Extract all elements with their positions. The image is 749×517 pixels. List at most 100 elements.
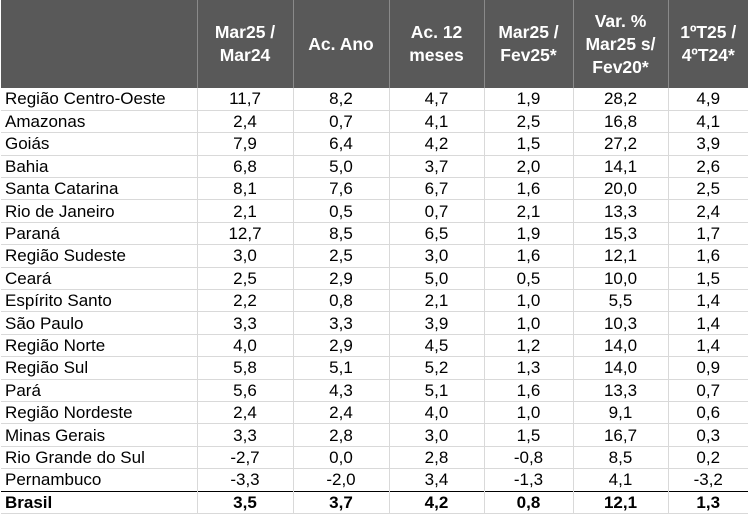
region-name-cell: Brasil [1,490,197,514]
value-cell: 2,5 [292,244,389,268]
table-row: Pernambuco -3,3 -2,0 3,4 -1,3 4,1 -3,2 [1,468,748,492]
table-row: São Paulo 3,3 3,3 3,9 1,0 10,3 1,4 [1,311,748,335]
value-cell: 0,8 [483,490,573,514]
value-cell: 16,8 [572,109,668,133]
value-cell: 6,7 [388,177,484,200]
value-cell: 4,7 [388,88,484,111]
value-cell: 8,5 [572,445,668,469]
region-name-cell: Amazonas [1,109,197,133]
value-cell: 2,1 [388,289,484,312]
table-row: Região Sudeste 3,0 2,5 3,0 1,6 12,1 1,6 [1,244,748,268]
value-cell: 1,3 [667,490,748,514]
value-cell: 5,5 [572,289,668,312]
header-region [1,0,197,88]
header-mar25-fev25: Mar25 / Fev25* [483,0,573,88]
value-cell: 1,4 [667,289,748,312]
region-name-cell: Ceará [1,266,197,290]
value-cell: 4,0 [388,400,484,424]
header-ac-ano: Ac. Ano [292,0,389,88]
table-row: Região Nordeste 2,4 2,4 4,0 1,0 9,1 0,6 [1,400,748,424]
value-cell: 28,2 [572,88,668,111]
table-row: Goiás 7,9 6,4 4,2 1,5 27,2 3,9 [1,132,748,156]
table-row: Região Sul 5,8 5,1 5,2 1,3 14,0 0,9 [1,356,748,380]
value-cell: 1,0 [483,311,573,335]
value-cell: 1,6 [483,378,573,402]
value-cell: 2,1 [483,199,573,223]
value-cell: 6,4 [292,132,389,156]
value-cell: 4,2 [388,132,484,156]
value-cell: 6,8 [196,154,293,178]
region-name-cell: Pará [1,378,197,402]
value-cell: 2,4 [667,199,748,223]
value-cell: 4,5 [388,333,484,357]
value-cell: 5,8 [196,356,293,380]
value-cell: 2,6 [667,154,748,178]
value-cell: 3,0 [388,244,484,268]
value-cell: -2,0 [292,468,389,492]
region-name-cell: Região Sul [1,356,197,380]
value-cell: 2,4 [196,400,293,424]
value-cell: 1,9 [483,88,573,111]
value-cell: 2,8 [292,423,389,447]
value-cell: 0,7 [388,199,484,223]
value-cell: 12,7 [196,221,293,245]
value-cell: -0,8 [483,445,573,469]
total-row: Brasil 3,5 3,7 4,2 0,8 12,1 1,3 [1,490,748,514]
value-cell: 1,6 [667,244,748,268]
region-name-cell: Região Nordeste [1,400,197,424]
region-name-cell: Goiás [1,132,197,156]
value-cell: 0,2 [667,445,748,469]
header-row: Mar25 / Mar24 Ac. Ano Ac. 12 meses Mar25… [1,0,748,88]
value-cell: 1,7 [667,221,748,245]
region-name-cell: Paraná [1,221,197,245]
value-cell: 3,3 [292,311,389,335]
value-cell: 20,0 [572,177,668,200]
table-header: Mar25 / Mar24 Ac. Ano Ac. 12 meses Mar25… [1,0,748,88]
value-cell: 12,1 [572,490,668,514]
value-cell: 0,6 [667,400,748,424]
value-cell: 2,4 [196,109,293,133]
table-row: Espírito Santo 2,2 0,8 2,1 1,0 5,5 1,4 [1,289,748,312]
value-cell: 4,1 [667,109,748,133]
region-name-cell: Rio de Janeiro [1,199,197,223]
value-cell: 4,3 [292,378,389,402]
header-var-mar25-fev20: Var. % Mar25 s/ Fev20* [572,0,668,88]
value-cell: 27,2 [572,132,668,156]
value-cell: 3,3 [196,311,293,335]
value-cell: 1,6 [483,244,573,268]
value-cell: 5,2 [388,356,484,380]
value-cell: 0,3 [667,423,748,447]
table-row: Rio de Janeiro 2,1 0,5 0,7 2,1 13,3 2,4 [1,199,748,223]
value-cell: -3,3 [196,468,293,492]
value-cell: 3,4 [388,468,484,492]
value-cell: 8,5 [292,221,389,245]
value-cell: 1,3 [483,356,573,380]
value-cell: 0,8 [292,289,389,312]
value-cell: 7,9 [196,132,293,156]
value-cell: 3,9 [667,132,748,156]
value-cell: 0,5 [483,266,573,290]
value-cell: 10,0 [572,266,668,290]
value-cell: 2,0 [483,154,573,178]
table-row: Bahia 6,8 5,0 3,7 2,0 14,1 2,6 [1,154,748,178]
value-cell: 10,3 [572,311,668,335]
table-row: Ceará 2,5 2,9 5,0 0,5 10,0 1,5 [1,266,748,290]
value-cell: -2,7 [196,445,293,469]
region-name-cell: Pernambuco [1,468,197,492]
value-cell: -3,2 [667,468,748,492]
value-cell: 4,1 [572,468,668,492]
value-cell: 1,5 [483,423,573,447]
value-cell: 13,3 [572,199,668,223]
value-cell: 14,0 [572,356,668,380]
value-cell: 0,0 [292,445,389,469]
value-cell: 2,1 [196,199,293,223]
value-cell: 1,9 [483,221,573,245]
table-row: Amazonas 2,4 0,7 4,1 2,5 16,8 4,1 [1,109,748,133]
value-cell: 8,1 [196,177,293,200]
value-cell: 5,6 [196,378,293,402]
value-cell: 0,5 [292,199,389,223]
value-cell: 2,5 [483,109,573,133]
region-name-cell: São Paulo [1,311,197,335]
value-cell: 2,2 [196,289,293,312]
